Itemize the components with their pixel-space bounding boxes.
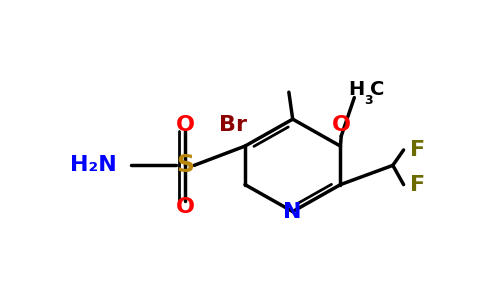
Text: H₂N: H₂N — [70, 155, 117, 176]
Text: H: H — [348, 80, 364, 99]
Text: S: S — [176, 153, 194, 177]
Text: Br: Br — [219, 115, 247, 134]
Text: O: O — [175, 115, 195, 134]
Text: F: F — [410, 140, 425, 160]
Text: F: F — [410, 175, 425, 195]
Text: O: O — [175, 197, 195, 217]
Text: O: O — [332, 115, 351, 134]
Text: C: C — [370, 80, 385, 99]
Text: 3: 3 — [364, 94, 373, 107]
Text: N: N — [284, 202, 302, 222]
